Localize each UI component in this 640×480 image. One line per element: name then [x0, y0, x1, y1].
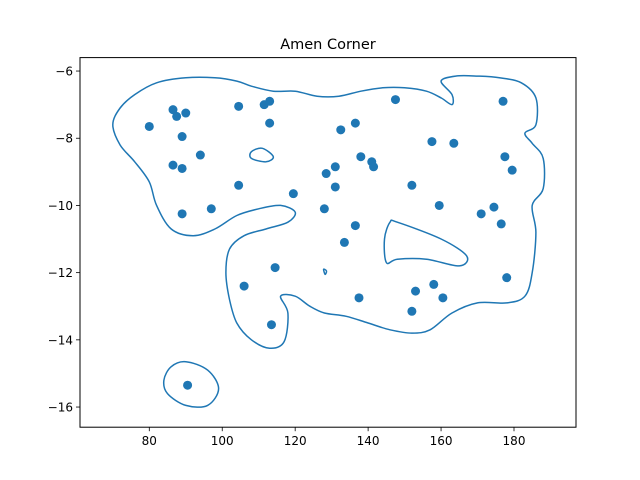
x-tick-label: 100: [211, 434, 234, 448]
data-point: [265, 96, 275, 106]
data-point: [407, 306, 417, 316]
data-point: [500, 152, 510, 162]
data-point: [195, 150, 205, 160]
contour-line: [112, 74, 546, 349]
contour-group: [112, 74, 546, 408]
x-tick-label: 80: [142, 434, 157, 448]
data-point: [181, 108, 191, 118]
y-tick-label: −12: [48, 266, 73, 280]
data-point: [265, 118, 275, 128]
data-point: [427, 137, 437, 147]
data-point: [498, 96, 508, 106]
data-point: [407, 180, 417, 190]
data-point: [168, 160, 178, 170]
data-point: [476, 209, 486, 219]
data-point: [234, 180, 244, 190]
data-point: [177, 132, 187, 142]
data-point: [330, 182, 340, 192]
chart-title: Amen Corner: [280, 37, 376, 53]
y-tick-label: −6: [55, 65, 73, 79]
data-point: [429, 279, 439, 289]
data-point: [507, 165, 517, 175]
contour-line: [249, 147, 275, 163]
x-tick-label: 160: [430, 434, 453, 448]
data-point: [234, 101, 244, 111]
data-point: [496, 219, 506, 229]
data-point: [339, 237, 349, 247]
y-tick-label: −16: [48, 401, 73, 415]
x-tick-label: 140: [357, 434, 380, 448]
y-axis: −16 −14 −12 −10 −8 −6: [48, 65, 80, 415]
data-point: [434, 200, 444, 210]
contour-line: [162, 360, 220, 408]
data-point: [336, 125, 346, 135]
data-point: [177, 163, 187, 173]
data-point: [321, 169, 331, 179]
data-point: [411, 286, 421, 296]
data-point: [354, 293, 364, 303]
data-point: [350, 221, 360, 231]
y-tick-label: −14: [48, 333, 73, 347]
data-point: [177, 209, 187, 219]
contour-line: [383, 219, 469, 267]
data-point: [144, 121, 154, 131]
points-group: [144, 95, 517, 390]
data-point: [239, 281, 249, 291]
plot-frame: [79, 57, 577, 428]
data-point: [206, 204, 216, 214]
data-point: [168, 105, 178, 115]
x-tick-label: 120: [284, 434, 307, 448]
x-axis: 80 100 120 140 160 180: [142, 427, 526, 448]
contour-line: [322, 268, 328, 276]
data-point: [270, 263, 280, 273]
data-point: [390, 95, 400, 105]
data-point: [172, 111, 182, 121]
data-point: [489, 202, 499, 212]
data-point: [266, 320, 276, 330]
data-point: [356, 152, 366, 162]
data-point: [319, 204, 329, 214]
y-tick-label: −8: [55, 132, 73, 146]
y-tick-label: −10: [48, 199, 73, 213]
data-point: [369, 162, 379, 172]
data-point: [502, 273, 512, 283]
data-point: [183, 380, 193, 390]
x-tick-label: 180: [503, 434, 526, 448]
data-point: [330, 162, 340, 172]
data-point: [350, 118, 360, 128]
data-point: [288, 189, 298, 199]
data-point: [449, 138, 459, 148]
data-point: [438, 293, 448, 303]
